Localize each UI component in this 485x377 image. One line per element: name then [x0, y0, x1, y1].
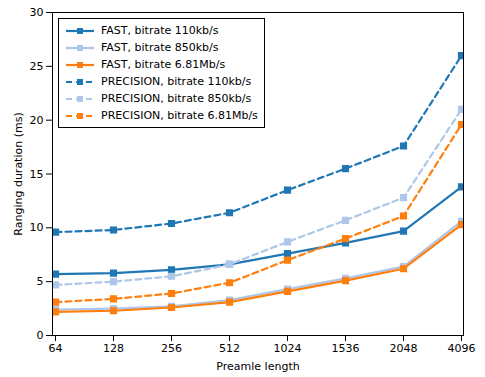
svg-text:25: 25: [30, 60, 44, 73]
svg-text:20: 20: [30, 114, 44, 127]
svg-text:0: 0: [37, 329, 44, 342]
svg-text:1024: 1024: [274, 342, 302, 355]
svg-text:256: 256: [161, 342, 182, 355]
svg-text:5: 5: [37, 275, 44, 288]
svg-text:30: 30: [30, 6, 44, 19]
html-text:FAST, bitrate 6.81Mb/s: FAST, bitrate 6.81Mb/s: [101, 58, 226, 71]
svg-text:4096: 4096: [448, 342, 476, 355]
html-text:PRECISION, bitrate 850kb/s: PRECISION, bitrate 850kb/s: [101, 92, 252, 105]
html-text:PRECISION, bitrate 6.81Mb/s: PRECISION, bitrate 6.81Mb/s: [101, 109, 258, 122]
svg-text:Ranging duration (ms): Ranging duration (ms): [12, 112, 25, 235]
html-text:FAST, bitrate 110kb/s: FAST, bitrate 110kb/s: [101, 24, 219, 37]
svg-text:Preamle length: Preamle length: [216, 360, 299, 373]
svg-text:1536: 1536: [332, 342, 360, 355]
svg-text:128: 128: [103, 342, 124, 355]
html-text:PRECISION, bitrate 110kb/s: PRECISION, bitrate 110kb/s: [101, 75, 252, 88]
svg-text:64: 64: [49, 342, 63, 355]
svg-text:512: 512: [219, 342, 240, 355]
svg-text:10: 10: [30, 221, 44, 234]
svg-text:2048: 2048: [390, 342, 418, 355]
svg-text:15: 15: [30, 168, 44, 181]
html-text:FAST, bitrate 850kb/s: FAST, bitrate 850kb/s: [101, 41, 219, 54]
